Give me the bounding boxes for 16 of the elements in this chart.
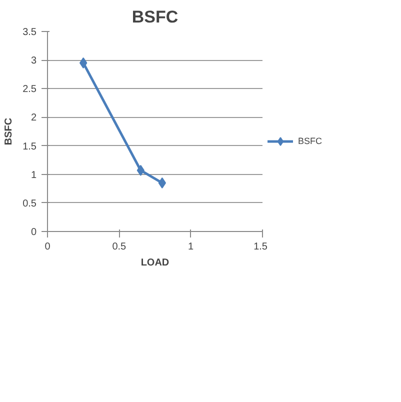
- legend-label: BSFC: [298, 136, 322, 146]
- y-tick-label: 1: [30, 170, 37, 181]
- y-tick-label: 3: [30, 56, 37, 67]
- y-tick-label: 2.5: [22, 84, 37, 96]
- y-axis-title: BSFC: [4, 118, 15, 146]
- x-tick-label: 1.5: [254, 242, 268, 252]
- x-axis-title: LOAD: [140, 258, 170, 268]
- x-tick-label: 1: [188, 242, 194, 252]
- y-tick-label: 0.5: [22, 198, 37, 210]
- y-tick-label: 0: [30, 227, 37, 238]
- y-tick-label: 1.5: [22, 141, 37, 152]
- y-tick-label: 3.5: [22, 27, 37, 38]
- y-tick-label: 2: [30, 112, 37, 124]
- chart-title: BSFC: [132, 8, 178, 26]
- x-tick-label: 0.5: [112, 242, 127, 252]
- x-tick-label: 0: [44, 242, 51, 252]
